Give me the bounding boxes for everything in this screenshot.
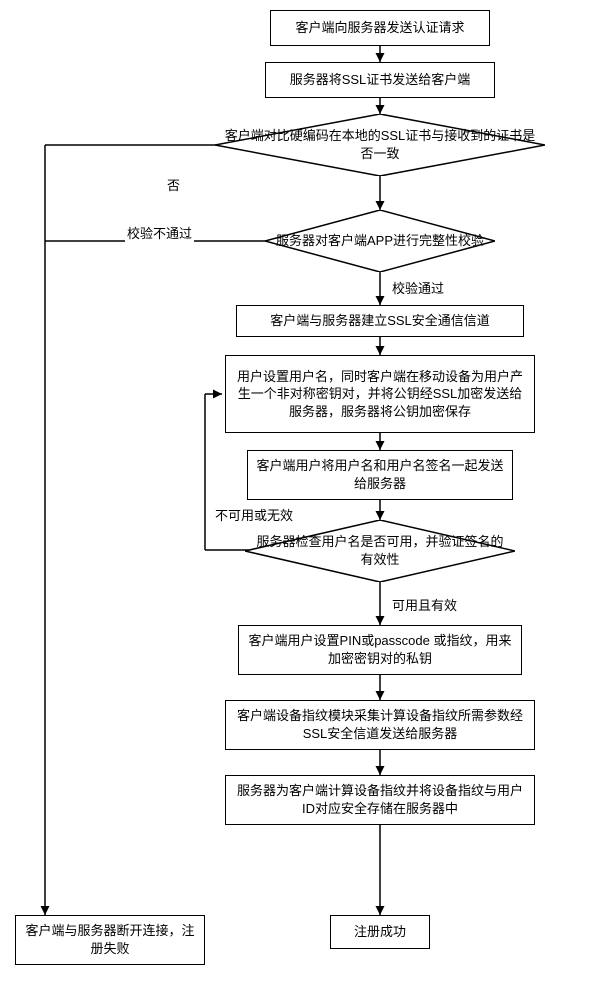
node-text: 客户端与服务器断开连接，注册失败 xyxy=(22,922,198,957)
node-register-success: 注册成功 xyxy=(330,915,430,949)
node-text: 客户端与服务器建立SSL安全通信信道 xyxy=(270,312,490,330)
decision-integrity-check: 服务器对客户端APP进行完整性校验 xyxy=(265,210,495,272)
flowchart-root: 客户端向服务器发送认证请求 服务器将SSL证书发送给客户端 客户端对比硬编码在本… xyxy=(10,10,581,990)
decision-text: 服务器检查用户名是否可用，并验证签名的有效性 xyxy=(245,533,515,568)
node-text: 注册成功 xyxy=(354,923,406,941)
node-collect-fingerprint: 客户端设备指纹模块采集计算设备指纹所需参数经SSL安全信道发送给服务器 xyxy=(225,700,535,750)
decision-verify-username: 服务器检查用户名是否可用，并验证签名的有效性 xyxy=(245,520,515,582)
node-store-fingerprint: 服务器为客户端计算设备指纹并将设备指纹与用户ID对应安全存储在服务器中 xyxy=(225,775,535,825)
node-server-send-cert: 服务器将SSL证书发送给客户端 xyxy=(265,62,495,98)
node-send-auth-request: 客户端向服务器发送认证请求 xyxy=(270,10,490,46)
edge-label-fail-check: 校验不通过 xyxy=(125,223,194,242)
node-generate-keypair: 用户设置用户名，同时客户端在移动设备为用户产生一个非对称密钥对，并将公钥经SSL… xyxy=(225,355,535,433)
decision-text: 客户端对比硬编码在本地的SSL证书与接收到的证书是否一致 xyxy=(215,127,545,162)
node-text: 客户端用户设置PIN或passcode 或指纹，用来加密密钥对的私钥 xyxy=(245,632,515,667)
edge-label-no: 否 xyxy=(165,175,182,194)
node-set-pin: 客户端用户设置PIN或passcode 或指纹，用来加密密钥对的私钥 xyxy=(238,625,522,675)
decision-text: 服务器对客户端APP进行完整性校验 xyxy=(270,232,490,250)
node-text: 用户设置用户名，同时客户端在移动设备为用户产生一个非对称密钥对，并将公钥经SSL… xyxy=(232,368,528,421)
node-text: 服务器将SSL证书发送给客户端 xyxy=(290,71,471,89)
node-register-fail: 客户端与服务器断开连接，注册失败 xyxy=(15,915,205,965)
node-send-username-sig: 客户端用户将用户名和用户名签名一起发送给服务器 xyxy=(247,450,513,500)
edge-label-valid: 可用且有效 xyxy=(390,595,459,614)
edge-label-invalid: 不可用或无效 xyxy=(213,505,295,524)
node-text: 服务器为客户端计算设备指纹并将设备指纹与用户ID对应安全存储在服务器中 xyxy=(232,782,528,817)
node-text: 客户端用户将用户名和用户名签名一起发送给服务器 xyxy=(254,457,506,492)
edge-label-pass-check: 校验通过 xyxy=(390,278,446,297)
node-text: 客户端设备指纹模块采集计算设备指纹所需参数经SSL安全信道发送给服务器 xyxy=(232,707,528,742)
decision-compare-cert: 客户端对比硬编码在本地的SSL证书与接收到的证书是否一致 xyxy=(215,114,545,176)
node-establish-ssl: 客户端与服务器建立SSL安全通信信道 xyxy=(236,305,524,337)
node-text: 客户端向服务器发送认证请求 xyxy=(295,19,464,37)
